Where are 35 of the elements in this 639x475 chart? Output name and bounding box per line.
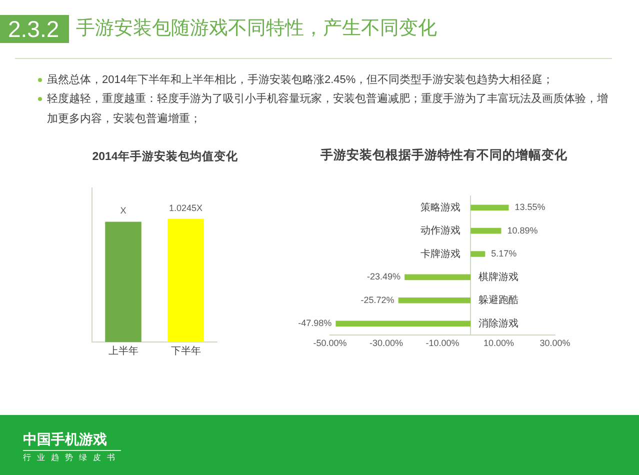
chart-title: 2014年手游安装包均值变化 [91,149,239,165]
text: 行业趋势绿皮书 [23,453,121,463]
text: 轻度越轻，重度越重：轻度手游为了吸引小手机容量玩家，安装包普遍减肥；重度手游为了丰富玩法及画质体验，增加更多内容，安装包普遍增重； [47,93,608,125]
bar [398,298,471,304]
chart-title: 手游安装包根据手游特性有不同的增幅变化 [320,147,568,163]
x-tick-label: -10.00% [426,338,460,348]
x-tick-label: 10.00% [483,338,514,348]
x-tick-label: 上半年 [108,344,138,357]
y-tick-label: 躲避跑酷 [478,294,519,306]
data-label: -25.72% [360,294,394,305]
y-tick-label: 消除游戏 [478,317,519,330]
y-tick-label: 策略游戏 [420,201,461,214]
x-tick-label: 30.00% [540,338,570,348]
x-tick-label: -30.00% [369,338,404,348]
data-label: -47.98% [298,318,332,328]
data-label: 13.55% [514,202,546,212]
data-label: -23.49% [367,272,401,282]
data-label: 10.89% [507,225,538,236]
data-label: 5.17% [491,248,517,258]
bar [470,228,502,234]
x-tick-label: 下半年 [170,344,201,357]
y-tick-label: 棋牌游戏 [478,270,519,283]
text: 虽然总体，2014年下半年和上半年相比，手游安装包略涨2.45%，但不同类型手游安装包趋势大相径庭； [47,74,554,86]
text: 2.3.2 [0,15,70,43]
y-tick-label: 卡牌游戏 [420,248,461,260]
bar [404,274,471,280]
data-label: 1.0245X [168,202,203,213]
text: 手游安装包随游戏不同特性，产生不同变化 [76,17,437,41]
y-tick-label: 动作游戏 [420,224,461,237]
bar [336,320,471,326]
text: 中国手机游戏 [23,431,107,448]
x-tick-label: -50.00% [313,338,347,348]
bar [470,251,486,257]
bar [470,204,509,210]
data-label: X [120,206,126,216]
